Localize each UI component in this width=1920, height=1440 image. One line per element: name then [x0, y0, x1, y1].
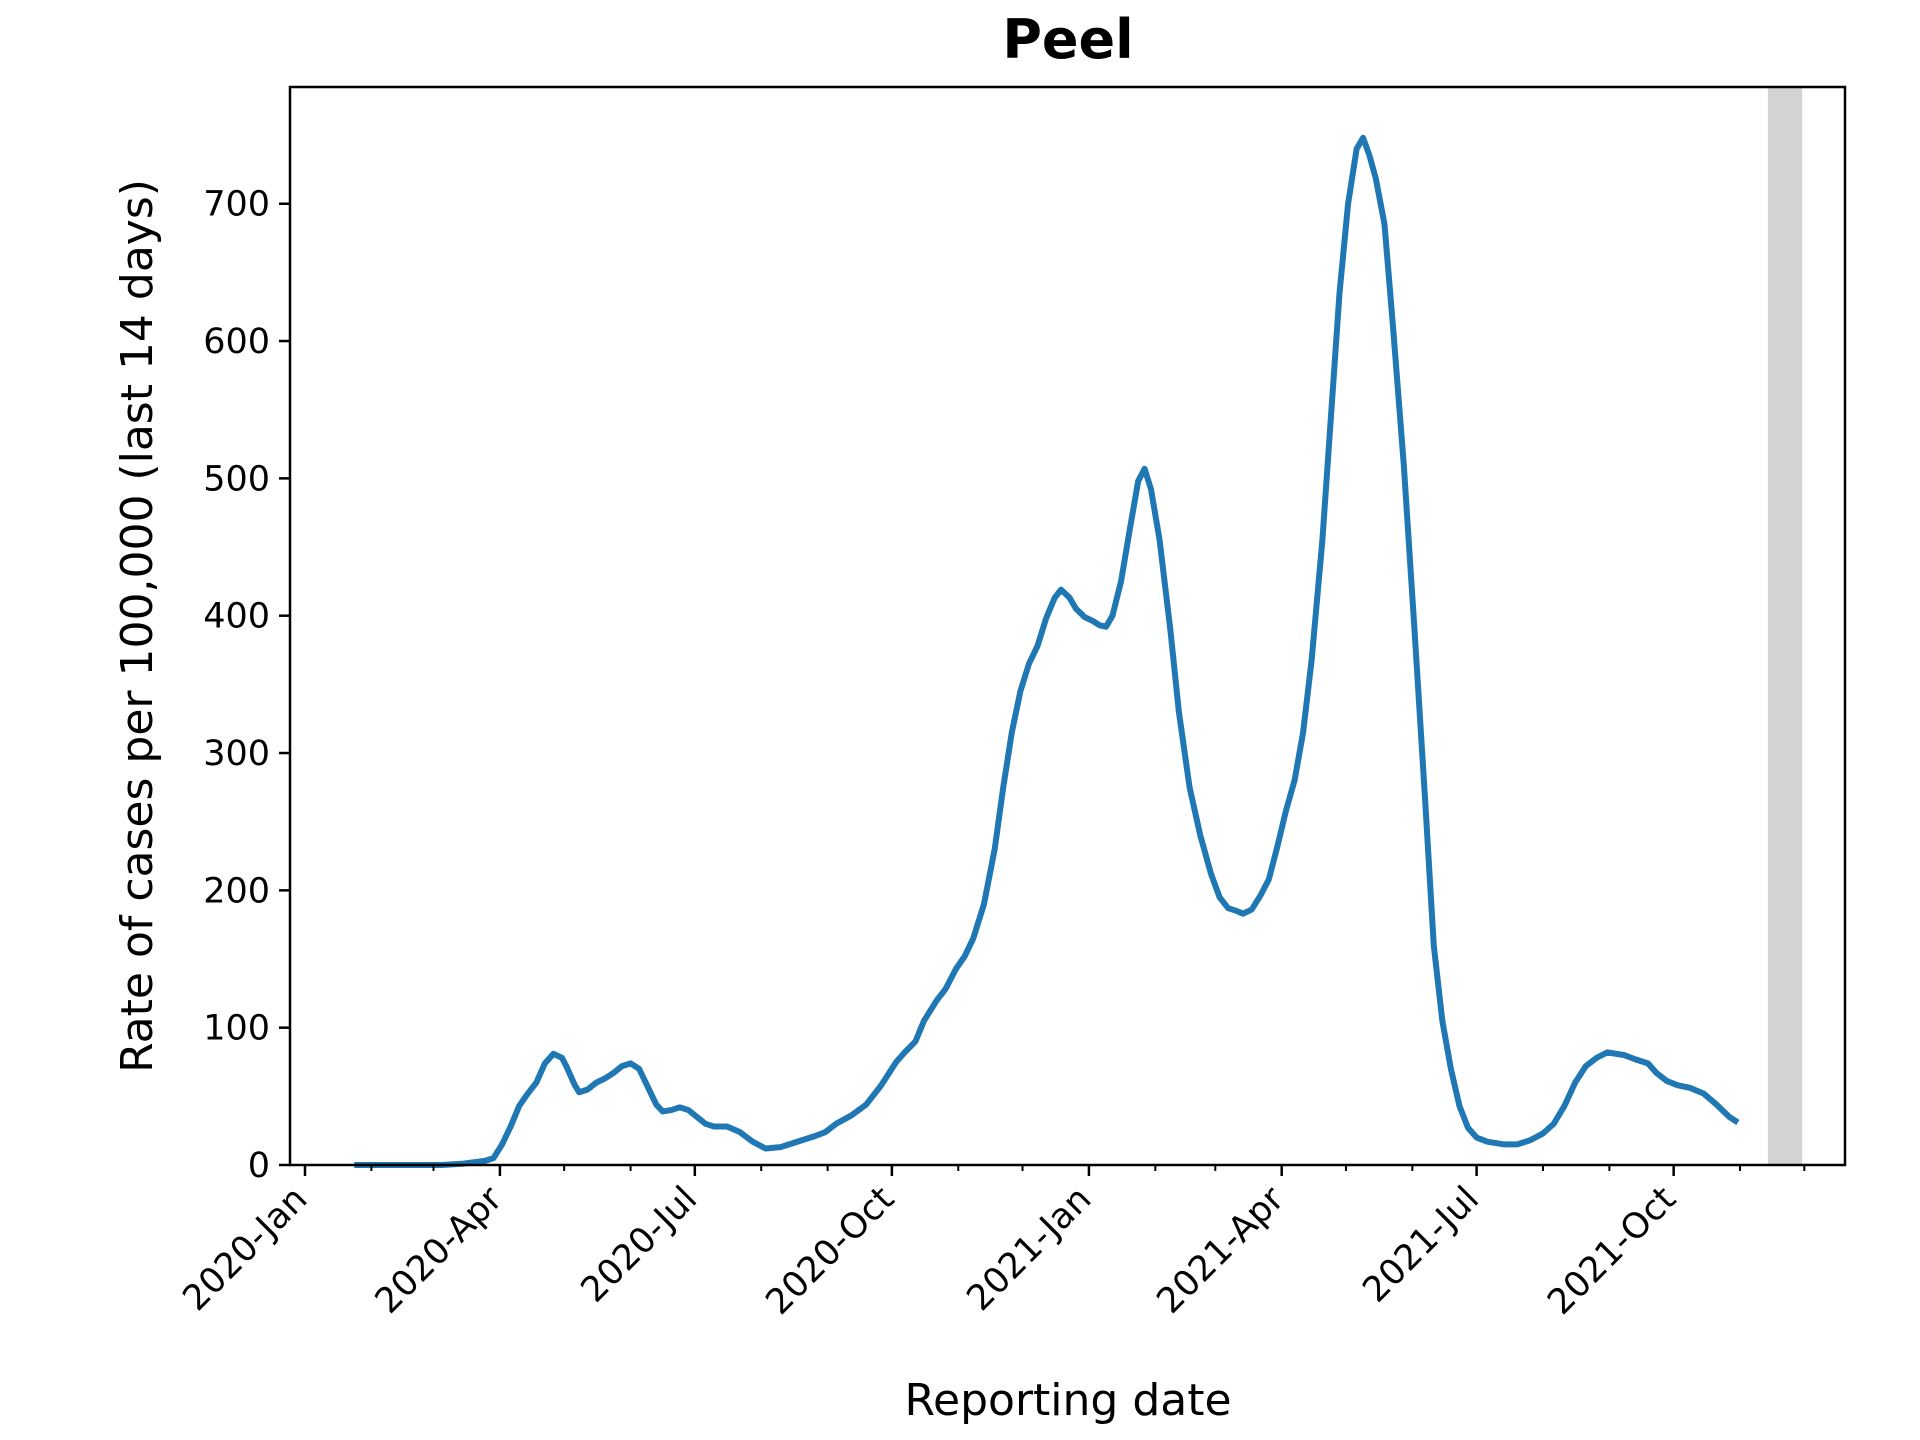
y-tick-label: 500 [203, 459, 270, 499]
y-tick-label: 0 [248, 1146, 270, 1186]
y-tick-label: 300 [203, 734, 270, 774]
y-tick-label: 400 [203, 597, 270, 637]
chart-title: Peel [1002, 8, 1133, 71]
plot-frame [288, 85, 1847, 1167]
y-tick-label: 200 [203, 871, 270, 911]
shaded-region [1767, 87, 1803, 1165]
series-layer [354, 134, 1740, 1168]
shaded-region-layer [1767, 87, 1803, 1165]
y-axis: 0 100 200 300 400 500 600 700 [203, 185, 290, 1186]
y-tick-label: 100 [203, 1009, 270, 1049]
y-tick-label: 700 [203, 185, 270, 225]
series-line-1 [354, 134, 1740, 1168]
x-axis-label: Reporting date [904, 1375, 1231, 1426]
y-axis-label: Rate of cases per 100,000 (last 14 days) [112, 179, 163, 1073]
y-tick-label: 600 [203, 322, 270, 362]
